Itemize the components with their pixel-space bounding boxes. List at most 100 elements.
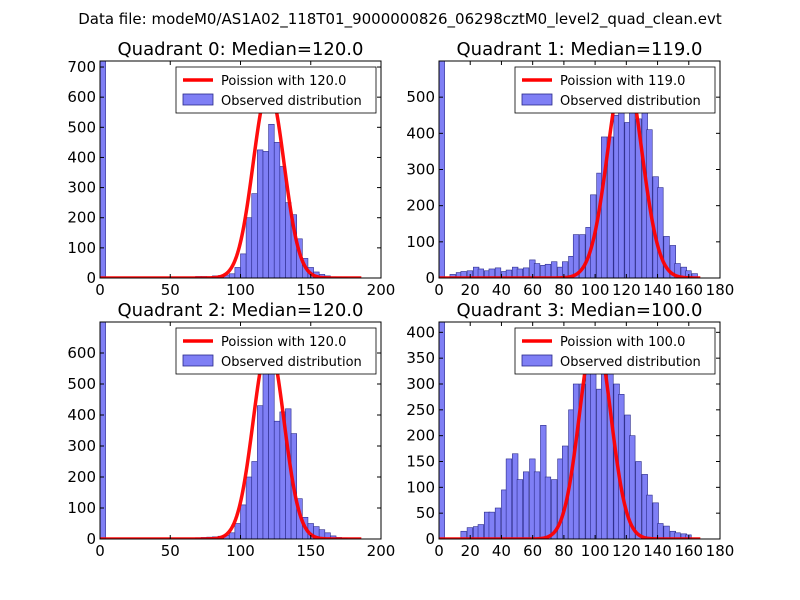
y-tick-label: 0 [86,530,96,548]
histogram-bar [273,420,281,539]
legend-poisson-label: Poission with 120.0 [221,74,346,89]
histogram-bar [477,524,484,539]
quadrant-0-plot-area [100,61,363,278]
histogram-bar [100,322,106,539]
quadrant-0-title: Quadrant 0: Median=120.0 [118,39,364,60]
y-tick-label: 500 [406,88,435,106]
histogram-bar [579,234,586,278]
histogram-bar [100,61,106,278]
legend-poisson-label: Poission with 119.0 [560,74,685,89]
legend-observed-label: Observed distribution [560,94,701,109]
histogram-bar [533,263,541,278]
x-tick-label: 0 [95,542,105,560]
x-tick-label: 0 [95,281,105,299]
histogram-bar [228,532,236,539]
poisson-curve [100,86,363,278]
x-tick-label: 150 [296,281,325,299]
y-tick-label: 100 [406,478,435,496]
x-tick-label: 160 [674,281,703,299]
histogram-bar [477,268,484,278]
quadrant-3-plot-area [439,322,702,539]
histogram-bar [488,511,495,539]
histogram-bar [488,268,495,278]
y-tick-label: 200 [406,427,435,445]
x-tick-label: 40 [492,542,511,560]
histogram-bar [262,368,269,539]
y-tick-label: 150 [406,453,435,471]
poisson-curve [100,342,363,539]
histogram-bar [646,494,653,539]
histogram-bar [635,461,642,539]
legend: Poission with 120.0 Observed distribution [175,327,377,375]
x-tick-label: 200 [367,281,396,299]
x-tick-label: 20 [461,542,480,560]
histogram-bar [562,261,569,278]
histogram-bar [551,261,558,278]
figure-suptitle: Data file: modeM0/AS1A02_118T01_90000008… [78,10,722,29]
legend: Poission with 119.0 Observed distribution [514,66,716,114]
x-tick-label: 100 [226,281,255,299]
quadrant-2-title: Quadrant 2: Median=120.0 [118,300,364,321]
x-tick-label: 80 [554,281,573,299]
quadrant-2-panel: 0 50 100 150 200 0 100 200 300 400 500 600 Quadrant … [67,300,395,560]
y-tick-label: 400 [67,406,96,424]
y-tick-label: 350 [406,349,435,367]
histogram-bar [551,479,558,539]
y-tick-label: 400 [67,148,96,166]
histogram-bar [245,217,253,278]
histogram-bar [268,355,275,539]
quadrant-3-panel: 0 20 40 60 80 100 120 140 160 1800501001502002503… [406,300,734,560]
quadrant-3-title: Quadrant 3: Median=100.0 [457,300,703,321]
histogram-bar [657,523,664,539]
x-tick-label: 200 [367,542,396,560]
histogram-bar [234,523,241,539]
y-tick-label: 100 [67,499,96,517]
histogram-bar [494,507,502,539]
legend: Poission with 100.0 Observed distribution [514,327,716,375]
x-tick-label: 120 [612,542,641,560]
legend-observed-label: Observed distribution [221,355,362,370]
histogram-bar [279,166,286,278]
y-tick-label: 300 [67,179,96,197]
legend-poisson-label: Poission with 120.0 [221,335,346,350]
histogram-bar [257,405,264,539]
x-tick-label: 140 [643,281,672,299]
legend-observed-swatch [521,354,553,367]
histogram-bar [657,187,664,278]
legend-observed-label: Observed distribution [560,355,701,370]
y-tick-label: 400 [406,124,435,142]
x-tick-label: 150 [296,542,325,560]
histogram-bar [251,193,258,278]
x-tick-label: 180 [706,281,735,299]
y-tick-label: 0 [425,269,435,287]
histogram-bar [629,86,636,278]
quadrant-1-plot-area [439,61,702,278]
y-tick-label: 500 [67,375,96,393]
legend: Poission with 120.0 Observed distribution [175,66,377,114]
y-tick-label: 300 [406,161,435,179]
x-tick-label: 100 [581,542,610,560]
histogram-bar [522,471,530,539]
histogram-bar [516,268,523,278]
y-tick-label: 0 [425,530,435,548]
axes-frame [438,321,721,540]
y-tick-label: 600 [67,344,96,362]
y-tick-label: 250 [406,401,435,419]
x-tick-label: 160 [674,542,703,560]
histogram-bar [533,471,541,539]
histogram-bar [663,236,670,278]
histogram-bar [460,530,467,539]
y-tick-label: 200 [67,468,96,486]
histogram-bar [691,273,698,278]
histogram-bar [228,273,236,278]
x-tick-label: 50 [161,281,180,299]
y-tick-label: 300 [406,375,435,393]
y-tick-label: 500 [67,118,96,136]
legend-observed-swatch [182,354,214,367]
quadrant-1-panel: 0 20 40 60 80 100 120 140 160 1800100200300400500… [406,39,735,299]
quadrant-1-title: Quadrant 1: Median=119.0 [457,39,703,60]
histogram-bar [273,142,281,278]
x-tick-label: 0 [434,542,444,560]
histogram-bar [251,461,258,539]
